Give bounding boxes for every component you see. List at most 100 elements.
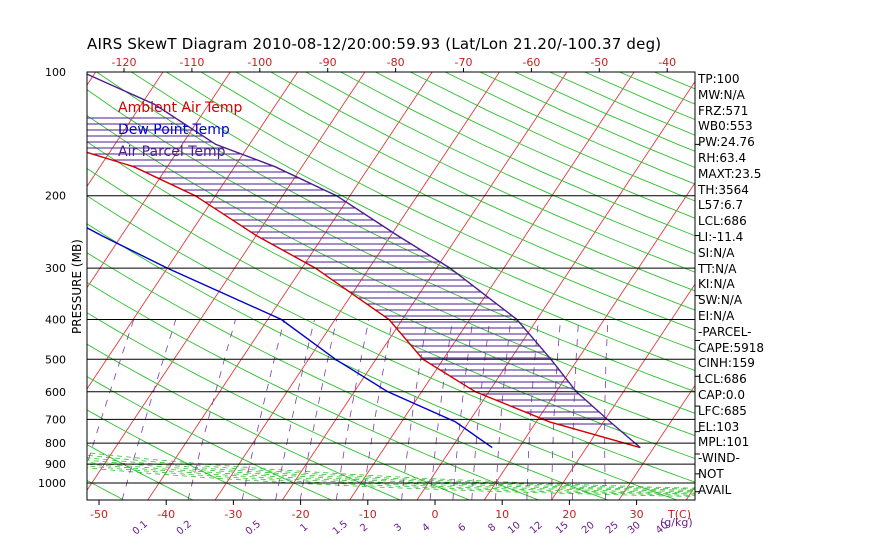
pressure-tick-label: 700 bbox=[45, 413, 66, 426]
stat-wind-header: -WIND- bbox=[698, 451, 740, 466]
stat-tp: TP:100 bbox=[698, 72, 740, 86]
mixing-ratio-label: 4 bbox=[420, 522, 432, 535]
bottom-temp-label: 10 bbox=[495, 508, 509, 521]
mixing-ratio-label: 1.5 bbox=[331, 519, 350, 538]
stat-sw: SW:N/A bbox=[698, 293, 743, 308]
mixing-ratio-line bbox=[299, 319, 337, 500]
stat-tt: TT:N/A bbox=[698, 261, 737, 276]
dry-adiabat-line bbox=[410, 72, 695, 202]
isotherm-line bbox=[551, 283, 695, 500]
top-temp-label: -70 bbox=[455, 56, 473, 69]
mixing-ratio-label: 30 bbox=[626, 520, 643, 537]
stat-frz: FRZ:571 bbox=[698, 103, 749, 118]
stat-maxt: MAXT:23.5 bbox=[698, 166, 762, 181]
mixing-ratio-line bbox=[551, 319, 561, 500]
mixing-ratio-line bbox=[495, 319, 512, 500]
pressure-tick-label: 900 bbox=[45, 458, 66, 471]
stat-wind-avail: AVAIL bbox=[698, 482, 732, 497]
mixing-ratio-line bbox=[429, 319, 454, 500]
stat-cape: CAPE:5918 bbox=[698, 340, 764, 355]
isotherm-line bbox=[87, 72, 298, 390]
stat-parcel-header: -PARCEL- bbox=[698, 324, 752, 339]
legend-dew-point-temp: Dew Point Temp bbox=[118, 122, 230, 138]
pressure-tick-label: 600 bbox=[45, 386, 66, 399]
bottom-temp-label: 30 bbox=[630, 508, 644, 521]
dry-adiabat-line bbox=[131, 72, 695, 351]
moist-adiabat-line bbox=[87, 459, 695, 493]
top-temp-label: -110 bbox=[179, 56, 204, 69]
dry-adiabat-line bbox=[200, 72, 695, 311]
mixing-ratio-line bbox=[572, 319, 580, 500]
plot-frame bbox=[86, 71, 696, 501]
mixing-ratio-label: 15 bbox=[554, 520, 571, 537]
mixing-ratio-line bbox=[471, 319, 491, 500]
bottom-temp-label: -20 bbox=[292, 508, 310, 521]
mixing-ratio-label: 12 bbox=[528, 520, 545, 537]
mixing-ratio-label: 3 bbox=[392, 522, 404, 535]
dry-adiabat-line bbox=[305, 72, 695, 255]
dry-adiabat-line bbox=[479, 72, 695, 169]
stat-l57: L57:6.7 bbox=[698, 198, 744, 213]
mixing-ratio-label: 2 bbox=[358, 522, 370, 535]
stat-el: EL:103 bbox=[698, 419, 740, 434]
pressure-tick-label: 300 bbox=[45, 262, 66, 275]
stat-si: SI:N/A bbox=[698, 245, 735, 260]
isotherm-line bbox=[87, 72, 231, 289]
stat-mw: MW:N/A bbox=[698, 87, 745, 102]
dry-adiabat-line bbox=[87, 89, 695, 393]
stat-ei: EI:N/A bbox=[698, 308, 735, 323]
stat-parcel-lcl: LCL:686 bbox=[698, 372, 747, 387]
top-temp-label: -60 bbox=[522, 56, 540, 69]
mixing-ratio-line bbox=[187, 319, 236, 500]
mixing-ratio-line bbox=[526, 319, 539, 500]
isotherm-line bbox=[0, 72, 28, 500]
bottom-temp-label: -50 bbox=[90, 508, 108, 521]
stats-panel: TP:100 MW:N/A FRZ:571 WB0:553 PW:24.76 R… bbox=[698, 72, 764, 499]
mixing-ratio-label: 8 bbox=[486, 522, 498, 535]
top-temp-label: -80 bbox=[387, 56, 405, 69]
pressure-tick-label: 800 bbox=[45, 437, 66, 450]
mixing-ratio-line bbox=[241, 319, 285, 500]
bottom-temp-label: -40 bbox=[157, 508, 175, 521]
bottom-temp-label: 0 bbox=[432, 508, 439, 521]
dry-adiabat-line bbox=[270, 72, 695, 273]
stat-cinh: CINH:159 bbox=[698, 356, 755, 371]
stat-ki: KI:N/A bbox=[698, 277, 735, 292]
legend-ambient-air-temp: Ambient Air Temp bbox=[118, 100, 242, 116]
legend-air-parcel-temp: Air Parcel Temp bbox=[118, 144, 225, 160]
stat-li: LI:-11.4 bbox=[698, 229, 744, 244]
mixing-ratio-line bbox=[604, 319, 609, 500]
bottom-temp-label: 20 bbox=[562, 508, 576, 521]
mixing-ratio-line bbox=[452, 319, 474, 500]
mixing-ratio-label: 6 bbox=[456, 522, 468, 535]
mixing-ratio-label: 20 bbox=[580, 520, 597, 537]
stat-cap: CAP:0.0 bbox=[698, 387, 745, 402]
mixing-ratio-label: 0.5 bbox=[244, 519, 263, 538]
mixing-ratio-line bbox=[121, 319, 177, 500]
dry-adiabat-line bbox=[87, 444, 194, 500]
pressure-tick-label: 200 bbox=[45, 190, 66, 203]
stat-wind-not: NOT bbox=[698, 466, 724, 481]
stat-th: TH:3564 bbox=[698, 182, 749, 197]
bottom-temp-unit: T(C) bbox=[667, 508, 691, 521]
stat-lfc: LFC:685 bbox=[698, 403, 747, 418]
dry-adiabat-line bbox=[514, 72, 695, 152]
mixing-ratio-line bbox=[401, 319, 428, 500]
dry-adiabat-line bbox=[166, 72, 695, 331]
top-temp-label: -120 bbox=[112, 56, 137, 69]
dry-adiabat-line bbox=[235, 72, 695, 292]
stat-lcl: LCL:686 bbox=[698, 214, 747, 229]
pressure-tick-label: 100 bbox=[45, 66, 66, 79]
ambient-air-temp-line bbox=[87, 151, 641, 449]
mixing-ratio-line bbox=[335, 319, 370, 500]
mixing-ratio-line bbox=[275, 319, 315, 500]
mixing-ratio-line bbox=[362, 319, 393, 500]
legend-label: Dew Point Temp bbox=[118, 122, 230, 138]
isotherm-line bbox=[754, 72, 870, 500]
pressure-tick-label: 1000 bbox=[38, 477, 66, 490]
top-temp-label: -40 bbox=[658, 56, 676, 69]
bottom-temp-label: -10 bbox=[359, 508, 377, 521]
chart-title: AIRS SkewT Diagram 2010-08-12/20:00:59.9… bbox=[87, 35, 662, 53]
